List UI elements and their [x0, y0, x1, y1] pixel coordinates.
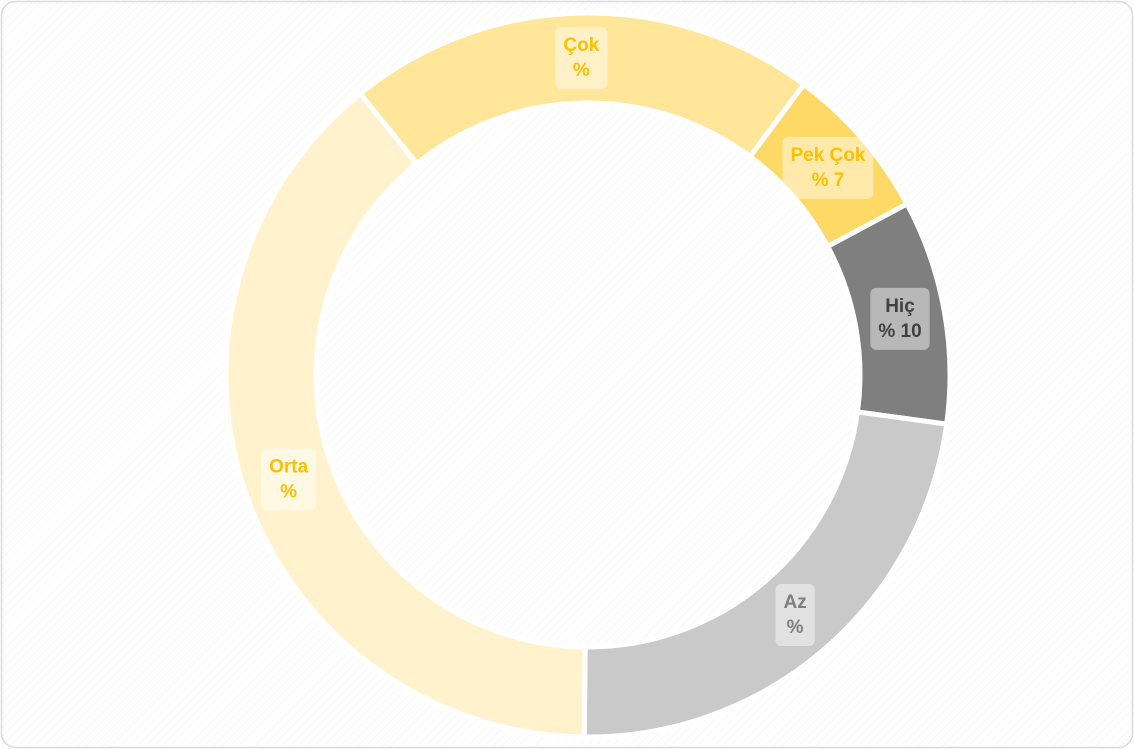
label-box: [555, 27, 608, 90]
value-label: %: [573, 60, 590, 81]
data-label: Az%: [775, 583, 815, 646]
donut-segment: [223, 90, 588, 740]
label-box: [775, 583, 815, 646]
category-label: Hiç: [885, 296, 915, 317]
category-label: Az: [784, 592, 807, 613]
label-box: [782, 136, 874, 199]
label-box: [870, 287, 930, 350]
value-label: % 7: [812, 170, 845, 191]
label-box: [261, 448, 317, 511]
data-label: Pek Çok % 7: [782, 136, 874, 199]
category-label: Pek Çok: [790, 145, 865, 166]
value-label: % 10: [878, 321, 921, 342]
category-label: Orta: [269, 456, 309, 477]
data-label: Çok%: [555, 27, 608, 90]
value-label: %: [280, 481, 297, 502]
data-label: Hiç % 10: [870, 287, 930, 350]
data-label: Orta%: [261, 448, 317, 511]
category-label: Çok: [563, 35, 599, 56]
value-label: %: [787, 617, 804, 638]
